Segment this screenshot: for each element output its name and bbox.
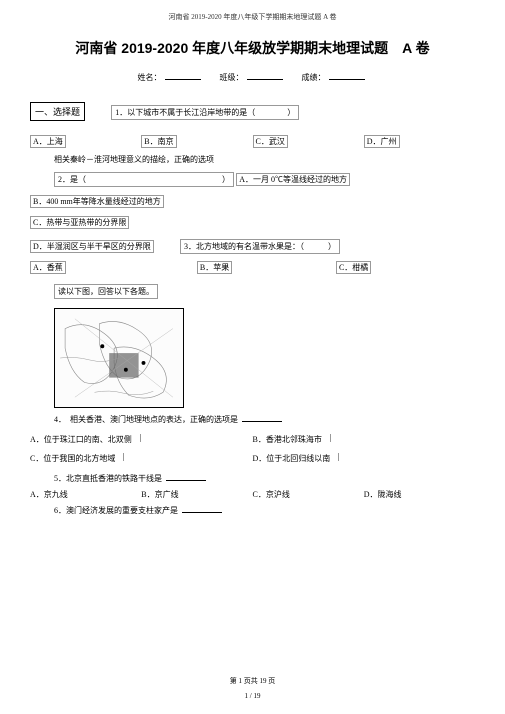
student-info-row: 姓名： 班级： 成绩： xyxy=(30,72,475,83)
q4-opt-c: C．位于我国的北方地域 xyxy=(30,454,115,463)
q1-opt-a: A．上海 xyxy=(30,135,66,148)
page-footer-2: 1 / 19 xyxy=(30,692,475,700)
map-figure xyxy=(54,308,184,408)
q2-stem: 2．是（ ） xyxy=(54,172,234,187)
exam-title: 河南省 2019-2020 年度八年级放学期期末地理试题 A 卷 xyxy=(30,38,475,58)
class-label: 班级： xyxy=(220,73,244,82)
q3-options: A．香蕉 B．苹果 C．柑橘 xyxy=(30,261,475,274)
read-intro: 读以下图，回答以下各题。 xyxy=(54,284,158,299)
score-label: 成绩： xyxy=(302,73,326,82)
q2-opt-a: A．一月 0℃等温线经过的地方 xyxy=(236,173,350,186)
q2-opt-b: B．400 mm年等降水量线经过的地方 xyxy=(30,195,164,208)
q5-opt-d: D．陇海线 xyxy=(364,490,402,499)
page-header: 河南省 2019-2020 年度八年级下学期期末地理试题 A 卷 xyxy=(30,0,475,30)
q2-intro: 相关秦岭－淮河地理意义的描绘，正确的选项 xyxy=(54,154,475,165)
q5-stem: 5．北京直抵香港的铁路干线是 xyxy=(54,473,475,484)
q5-opt-c: C．京沪线 xyxy=(253,490,290,499)
q1-stem: 1．以下城市不属于长江沿岸地带的是（ ） xyxy=(111,105,299,120)
page-footer-1: 第 1 页共 19 页 xyxy=(30,676,475,686)
q1-opt-b: B．南京 xyxy=(141,135,176,148)
q4-opt-a: A．位于珠江口的南、北双侧 xyxy=(30,435,132,444)
q5-opt-b: B．京广线 xyxy=(141,490,178,499)
q3-opt-b: B．苹果 xyxy=(197,261,232,274)
q3-opt-a: A．香蕉 xyxy=(30,261,66,274)
q4-opt-d: D．位于北回归线以南 xyxy=(253,454,331,463)
q2-opt-d: D．半湿润区与半干旱区的分界限 xyxy=(30,240,154,253)
q5-opt-a: A．京九线 xyxy=(30,490,68,499)
name-label: 姓名： xyxy=(138,73,162,82)
q4-opt-b: B．香港北邻珠海市 xyxy=(253,435,322,444)
q5-options: A．京九线 B．京广线 C．京沪线 D．陇海线 xyxy=(30,489,475,500)
section-1-heading: 一、选择题 xyxy=(30,102,85,121)
q1-options: A．上海 B．南京 C．武汉 D．广州 xyxy=(30,135,475,148)
q3-opt-c: C．柑橘 xyxy=(336,261,371,274)
q4-options: A．位于珠江口的南、北双侧 B．香港北邻珠海市 C．位于我国的北方地域 D．位于… xyxy=(30,430,475,468)
q1-opt-d: D．广州 xyxy=(364,135,400,148)
q1-opt-c: C．武汉 xyxy=(253,135,288,148)
q4-stem: 4． 相关香港、澳门地理地点的表达，正确的选项是 xyxy=(54,414,475,425)
q6-stem: 6．澳门经济发展的重要支柱家产是 xyxy=(54,505,475,516)
q3-stem: 3．北方地域的有名温带水果是：（ ） xyxy=(180,239,340,254)
q2-opt-c: C．热带与亚热带的分界限 xyxy=(30,216,129,229)
